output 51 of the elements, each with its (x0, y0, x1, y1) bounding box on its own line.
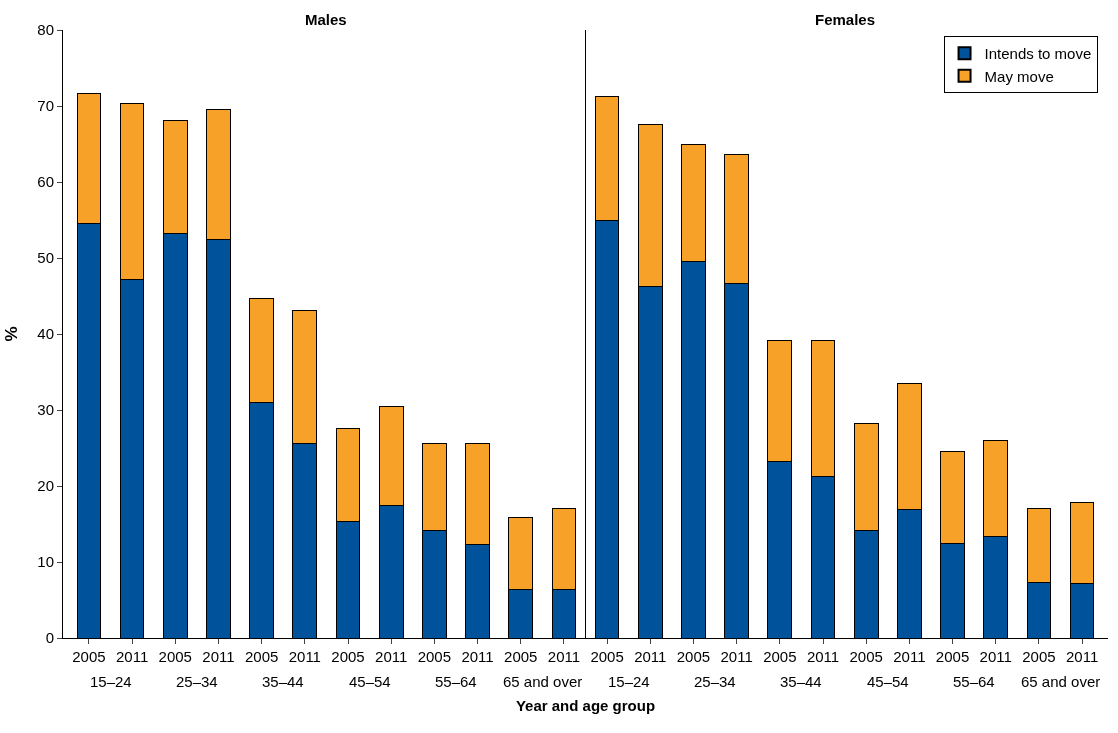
x-tick-label: 2011 (893, 648, 926, 665)
x-tick-label: 2011 (288, 648, 321, 665)
legend-label: Intends to move (984, 45, 1092, 63)
text: 65 and over (1021, 673, 1101, 690)
y-tick-label: 0 (45, 629, 54, 647)
y-tick-label: 30 (37, 401, 54, 419)
text: 15–24 (90, 673, 132, 690)
text: Males (305, 11, 347, 28)
x-tick-label: 2011 (115, 648, 149, 665)
y-axis-title: % (1, 326, 21, 342)
text: 55–64 (953, 673, 995, 690)
legend-label: May move (984, 67, 1054, 85)
text: 15–24 (608, 673, 650, 690)
y-tick-label: 80 (37, 21, 54, 39)
text: 55–64 (435, 673, 477, 690)
x-tick-label: 2005 (158, 648, 192, 665)
x-tick-label: 2011 (202, 648, 235, 665)
x-axis-title: Year and age group (515, 697, 656, 714)
x-tick-label: 2005 (244, 648, 279, 665)
text: Females (815, 11, 876, 28)
text: 35–44 (780, 673, 822, 690)
y-tick-label: 50 (37, 249, 54, 267)
x-tick-label: 2011 (461, 648, 494, 665)
text: 35–44 (262, 673, 304, 690)
text: 45–54 (349, 673, 391, 690)
y-tick-label: 10 (37, 553, 54, 571)
x-tick-label: 2011 (547, 648, 581, 665)
x-tick-label: 2005 (590, 648, 624, 665)
x-tick-label: 2011 (979, 648, 1012, 665)
x-tick-label: 2005 (1022, 648, 1056, 665)
x-tick-label: 2011 (1065, 648, 1099, 665)
x-tick-label: 2005 (676, 648, 711, 665)
x-tick-label: 2005 (935, 648, 970, 665)
x-tick-label: 2005 (417, 648, 452, 665)
text: 65 and over (503, 673, 583, 690)
x-tick-label: 2005 (763, 648, 797, 665)
text: 25–34 (694, 673, 736, 690)
x-tick-label: 2011 (634, 648, 667, 665)
y-tick-label: 20 (37, 477, 54, 495)
x-tick-label: 2011 (375, 648, 408, 665)
text: 45–54 (867, 673, 909, 690)
x-tick-label: 2005 (72, 648, 106, 665)
x-tick-label: 2005 (849, 648, 883, 665)
y-tick-label: 70 (37, 97, 54, 115)
text: 25–34 (176, 673, 218, 690)
x-tick-label: 2011 (720, 648, 753, 665)
x-tick-label: 2005 (331, 648, 365, 665)
x-tick-label: 2005 (504, 648, 538, 665)
x-tick-label: 2011 (806, 648, 840, 665)
y-tick-label: 60 (37, 173, 54, 191)
y-tick-label: 40 (37, 325, 54, 343)
